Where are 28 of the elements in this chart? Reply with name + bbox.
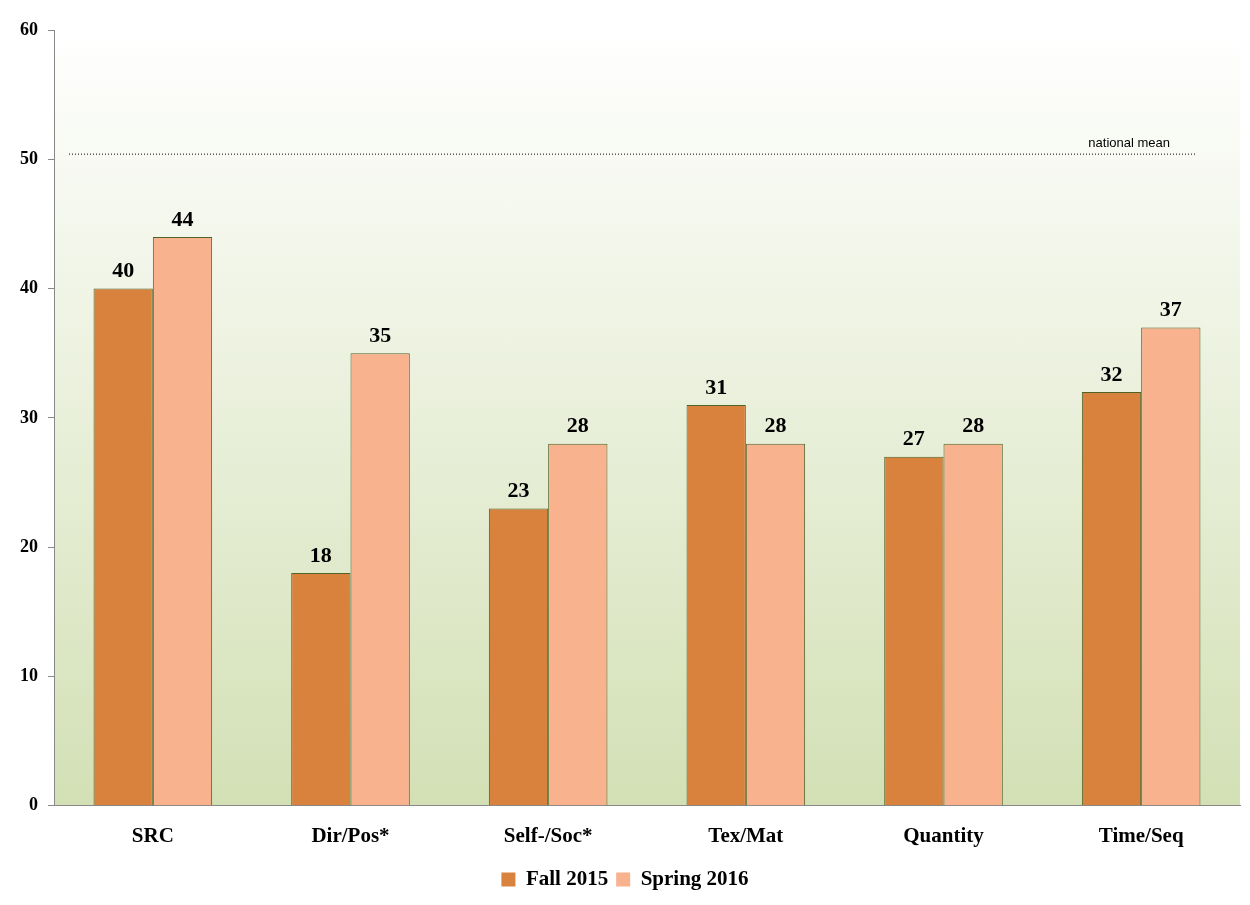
y-tick-label: 0 (29, 794, 38, 815)
y-tick-label: 40 (20, 277, 38, 298)
x-tick-label: Quantity (903, 822, 985, 847)
x-tick-label: SRC (131, 822, 174, 847)
data-label: 27 (902, 425, 925, 451)
legend-label: Spring 2016 (640, 865, 749, 890)
data-label: 28 (764, 412, 787, 438)
ref-line-label: national mean (1088, 135, 1170, 151)
data-label: 31 (705, 373, 728, 399)
data-label: 18 (309, 541, 332, 567)
y-tick-label: 10 (20, 665, 38, 686)
data-label: 44 (171, 205, 194, 231)
x-tick-label: Dir/Pos* (311, 822, 390, 847)
x-tick-label: Time/Seq (1098, 822, 1184, 847)
data-label: 35 (369, 321, 392, 347)
legend-label: Fall 2015 (525, 865, 609, 890)
data-label: 23 (507, 477, 530, 503)
data-label: 40 (112, 257, 135, 283)
y-tick-label: 30 (20, 406, 38, 427)
y-tick-label: 60 (20, 18, 38, 39)
data-label: 37 (1159, 296, 1182, 322)
x-tick-label: Tex/Mat (708, 822, 784, 847)
data-label: 28 (566, 412, 589, 438)
data-label: 32 (1100, 360, 1123, 386)
y-tick-label: 20 (20, 535, 38, 556)
y-tick-label: 50 (20, 147, 38, 168)
data-label: 28 (962, 412, 985, 438)
x-tick-label: Self-/Soc* (503, 822, 593, 847)
